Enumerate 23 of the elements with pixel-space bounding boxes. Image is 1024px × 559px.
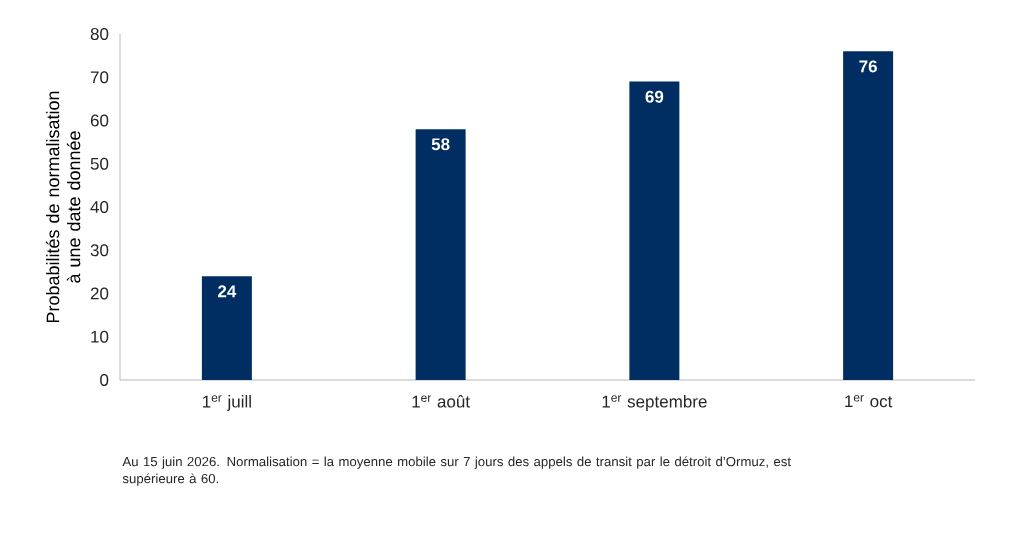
y-tick-label: 70 bbox=[90, 71, 109, 84]
y-tick-label: 10 bbox=[91, 330, 109, 343]
x-tick-label: 1$^{er}$ juill bbox=[203, 395, 251, 411]
y-tick-label: 20 bbox=[90, 287, 109, 300]
text: Au 15 juin 2026. Normalisation = la moyenne mobile sur 7 jours des appels de transit par le détroit d’Ormuz, est supérieure à 60. bbox=[122, 456, 791, 486]
y-tick-label: 80 bbox=[90, 28, 109, 41]
data-label: 58 bbox=[431, 138, 450, 151]
data-label: 76 bbox=[859, 60, 877, 73]
y-tick-label: 0 bbox=[100, 374, 109, 387]
x-tick-label: 1$^{er}$ oct bbox=[845, 395, 893, 408]
bar bbox=[629, 81, 680, 380]
y-tick-label: 40 bbox=[90, 201, 109, 214]
y-axis-title: Probabilités de normalisation à une date donnée bbox=[45, 91, 81, 323]
data-label: 69 bbox=[645, 90, 664, 103]
bar bbox=[201, 276, 252, 380]
y-tick-label: 50 bbox=[90, 157, 109, 170]
bar bbox=[415, 129, 466, 380]
data-label: 24 bbox=[218, 285, 237, 298]
x-tick-label: 1$^{er}$ août bbox=[412, 395, 470, 408]
y-tick-label: 30 bbox=[90, 244, 109, 257]
y-tick-label: 60 bbox=[90, 114, 109, 127]
x-tick-label: 1$^{er}$ septembre bbox=[602, 395, 707, 411]
bar bbox=[843, 51, 894, 380]
